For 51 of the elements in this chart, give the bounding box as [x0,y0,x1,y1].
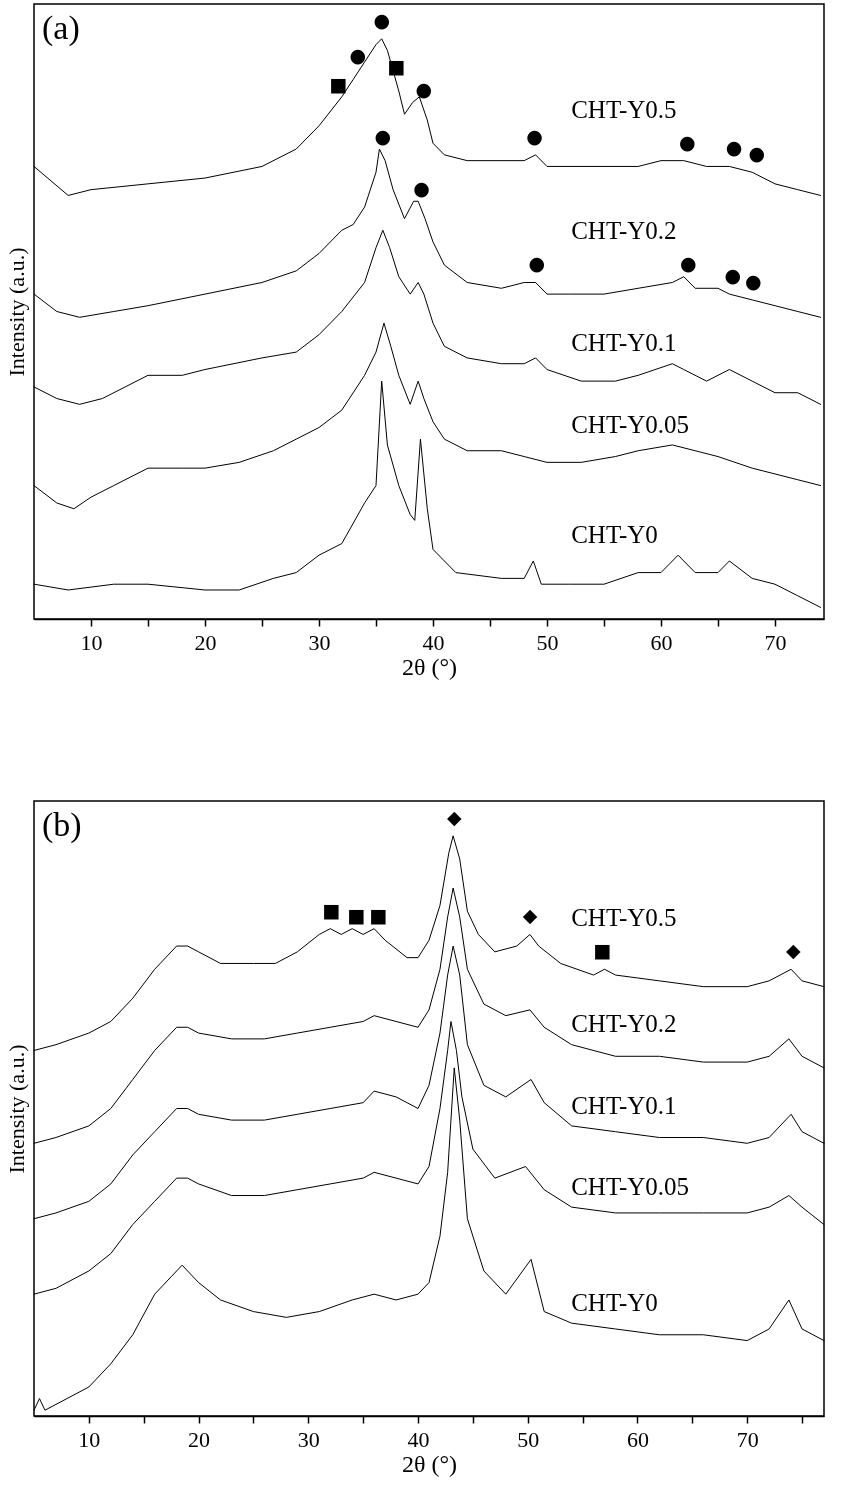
x-tick-label: 50 [536,629,559,655]
x-tick-label: 30 [297,1426,320,1452]
x-tick-label: 50 [517,1426,540,1452]
x-tick-label: 10 [80,629,103,655]
x-axis-title: 2θ (°) [401,653,458,680]
series-label: CHT-Y0.1 [571,1091,677,1119]
annotation: ■ [369,904,388,927]
annotation: ◆ [785,939,801,962]
annotation: ● [349,43,367,66]
series-label: CHT-Y0.1 [571,329,677,357]
annotation: ● [748,142,766,165]
annotation: ● [678,130,696,153]
series-label: CHT-Y0 [571,1288,658,1316]
annotation: ● [680,252,697,275]
annotation: ■ [322,898,341,921]
x-tick-label: 20 [188,1426,211,1452]
annotation: ● [745,269,762,292]
annotation: ● [373,8,390,31]
annotation: ■ [593,939,612,962]
x-tick-label: 70 [764,629,787,655]
series-label: CHT-Y0.5 [571,95,677,123]
series-label: CHT-Y0.2 [571,217,677,245]
series-label: CHT-Y0.05 [571,1172,690,1200]
annotation: ■ [347,904,366,927]
annotation: ● [528,252,546,275]
x-tick-label: 10 [78,1426,101,1452]
x-tick-label: 70 [736,1426,759,1452]
annotation: ● [725,136,743,159]
y-axis-title: Intensity (a.u.) [3,1044,29,1174]
series-label: CHT-Y0.2 [571,1010,677,1038]
x-tick-label: 60 [650,629,673,655]
annotation: ● [724,264,742,287]
annotation: ■ [329,72,348,95]
y-axis-title: Intensity (a.u.) [3,247,29,377]
annotation: ◆ [446,805,462,828]
annotation: ● [526,124,543,147]
x-tick-label: 40 [422,629,445,655]
series-label: CHT-Y0.05 [571,410,690,438]
annotation: ● [374,124,392,147]
chart-title: (a) [42,9,80,47]
series-label: CHT-Y0 [571,520,658,548]
x-tick-label: 60 [626,1426,649,1452]
chart-title: (b) [42,806,82,844]
annotation: ◆ [522,904,538,927]
x-tick-label: 40 [407,1426,430,1452]
annotation: ● [415,78,433,101]
x-tick-label: 30 [308,629,331,655]
annotation: ● [413,177,430,200]
x-axis-title: 2θ (°) [401,1450,458,1477]
series-label: CHT-Y0.5 [571,904,677,932]
x-tick-label: 20 [194,629,217,655]
